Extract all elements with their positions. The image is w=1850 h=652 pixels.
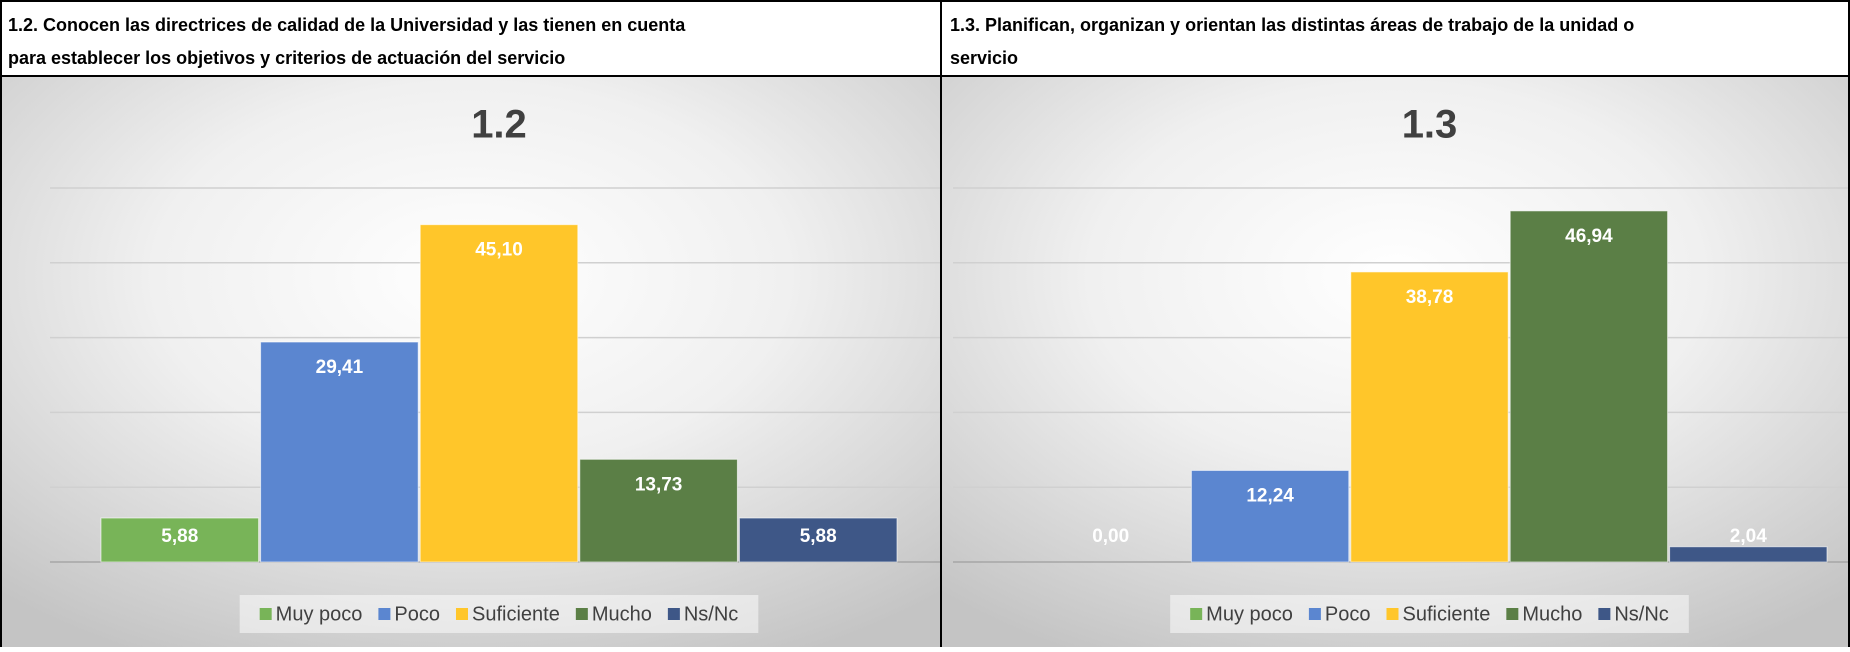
cell-heading: para establecer los objetivos y criterio… (8, 48, 565, 68)
bar (1509, 210, 1669, 563)
legend-swatch (667, 608, 680, 620)
bar (260, 341, 419, 563)
data-label: 2,04 (1730, 526, 1767, 547)
cell-heading: 1.3. Planifican, organizan y orientan la… (950, 15, 1634, 35)
data-label: 46,94 (1565, 226, 1613, 247)
legend-swatch (259, 608, 272, 620)
chart-title: 1.3 (1402, 103, 1458, 147)
legend-label: Suficiente (472, 603, 560, 625)
legend-swatch (1598, 608, 1611, 620)
bar (1669, 546, 1828, 563)
data-label: 45,10 (475, 240, 523, 261)
data-label: 13,73 (635, 474, 683, 495)
legend-label: Mucho (1522, 603, 1582, 625)
chart-title: 1.2 (471, 103, 527, 147)
legend-label: Muy poco (276, 603, 363, 625)
legend-swatch (1506, 608, 1519, 620)
legend-label: Muy poco (1206, 603, 1293, 625)
data-label: 12,24 (1246, 485, 1294, 506)
legend-swatch (1386, 608, 1399, 620)
data-label: 5,88 (161, 526, 198, 547)
bar (1350, 271, 1509, 563)
bar (100, 517, 260, 563)
bar (738, 517, 898, 563)
data-label: 0,00 (1092, 526, 1129, 547)
cell-heading: servicio (950, 48, 1018, 68)
legend-swatch (378, 608, 391, 620)
data-label: 38,78 (1406, 287, 1454, 308)
legend-label: Mucho (592, 603, 652, 625)
legend-label: Suficiente (1402, 603, 1490, 625)
legend-swatch (455, 608, 468, 620)
legend-label: Ns/Nc (1614, 603, 1668, 625)
cell-heading: 1.2. Conocen las directrices de calidad … (8, 15, 686, 35)
bar (1190, 469, 1350, 563)
legend-label: Poco (394, 603, 440, 625)
bar (579, 458, 738, 563)
legend-swatch (575, 608, 588, 620)
legend-swatch (1190, 608, 1203, 620)
bar (419, 224, 579, 563)
content: 1.2. Conocen las directrices de calidad … (8, 15, 1848, 633)
legend-label: Poco (1325, 603, 1371, 625)
legend-swatch (1308, 608, 1321, 620)
legend-label: Ns/Nc (684, 603, 738, 625)
data-label: 29,41 (316, 357, 364, 378)
data-label: 5,88 (800, 526, 837, 547)
